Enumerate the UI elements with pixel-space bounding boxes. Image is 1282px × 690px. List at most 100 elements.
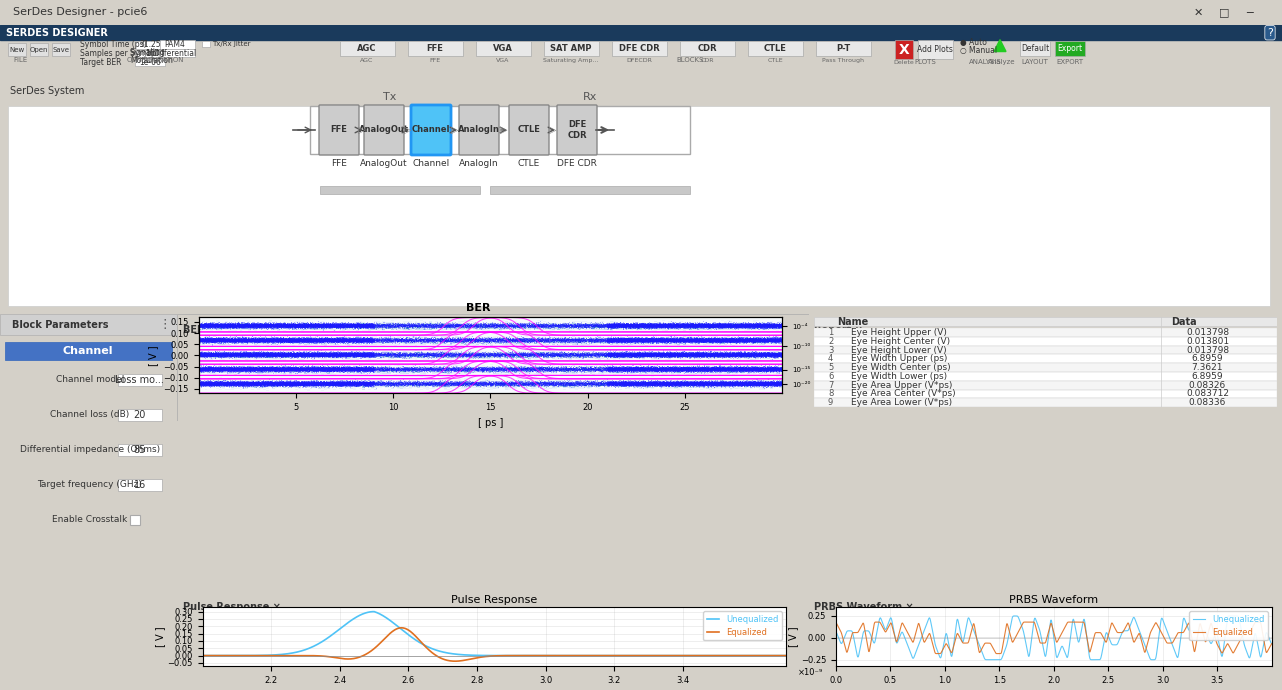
Title: PRBS Waveform: PRBS Waveform: [1009, 595, 1099, 605]
Bar: [29, 43, 47, 57]
Bar: [814, 381, 1277, 390]
Bar: [612, 41, 667, 57]
Bar: [320, 186, 479, 194]
Bar: [1020, 41, 1050, 57]
Text: EXPORT: EXPORT: [1056, 59, 1083, 66]
Text: BLOCKS: BLOCKS: [677, 57, 704, 63]
Text: Analyze: Analyze: [988, 59, 1015, 66]
Bar: [814, 328, 1277, 337]
Equalized: [453, 657, 468, 665]
Equalized: [651, 651, 667, 660]
Text: LAYOUT: LAYOUT: [1022, 59, 1049, 66]
Bar: [490, 106, 690, 154]
Text: Tx/Rx Jitter: Tx/Rx Jitter: [212, 41, 250, 47]
Y-axis label: [ V ]: [ V ]: [788, 627, 797, 647]
FancyBboxPatch shape: [459, 105, 499, 155]
Text: CTLE: CTLE: [518, 159, 540, 168]
Unequalized: [850, 653, 865, 661]
Bar: [544, 41, 599, 57]
Text: Eye Height Lower (V): Eye Height Lower (V): [851, 346, 946, 355]
Bar: [814, 390, 1277, 398]
Text: ● Auto: ● Auto: [960, 38, 987, 47]
Equalized: [254, 651, 269, 660]
FancyBboxPatch shape: [364, 105, 404, 155]
Line: Unequalized: Unequalized: [203, 611, 786, 656]
Text: CTLE: CTLE: [764, 44, 786, 53]
Text: Pass Through: Pass Through: [822, 58, 864, 63]
Text: AnalogIn: AnalogIn: [459, 159, 499, 168]
Unequalized: [453, 651, 468, 659]
Text: AGC: AGC: [358, 44, 377, 53]
Text: 6.8959: 6.8959: [1192, 372, 1223, 381]
FancyArrow shape: [994, 39, 1006, 52]
Bar: [814, 372, 1277, 381]
Text: ×10⁻⁹: ×10⁻⁹: [797, 668, 823, 677]
Text: Eye Width Lower (ps): Eye Width Lower (ps): [851, 372, 947, 381]
Text: 1e-06: 1e-06: [138, 58, 162, 67]
Bar: [814, 398, 1277, 407]
Equalized: [1172, 629, 1187, 637]
Bar: [814, 363, 1277, 372]
Text: AnalogOut: AnalogOut: [360, 159, 408, 168]
Text: DFE CDR: DFE CDR: [619, 44, 659, 53]
Text: 0.08326: 0.08326: [1188, 381, 1226, 390]
Bar: [118, 374, 162, 386]
Bar: [118, 479, 162, 491]
Unequalized: [431, 647, 446, 655]
Text: Delete: Delete: [894, 60, 914, 65]
Bar: [53, 43, 71, 57]
Text: 9: 9: [828, 398, 833, 407]
Text: BER ×: BER ×: [183, 325, 217, 335]
Text: 16: 16: [145, 49, 155, 58]
Text: DFE
CDR: DFE CDR: [567, 120, 587, 139]
Text: 0.013801: 0.013801: [1186, 337, 1229, 346]
Text: AGC: AGC: [360, 58, 373, 63]
Text: 16: 16: [133, 480, 146, 490]
Text: 20: 20: [133, 410, 146, 420]
Unequalized: [254, 651, 269, 660]
Text: Channel: Channel: [413, 159, 450, 168]
Text: ─: ─: [1246, 8, 1254, 17]
Bar: [5, 342, 172, 360]
Text: Add Plots: Add Plots: [917, 45, 953, 54]
Text: 5: 5: [828, 363, 833, 372]
Text: Loss mo...: Loss mo...: [115, 375, 164, 385]
Text: Pulse Response ×: Pulse Response ×: [183, 602, 281, 613]
Text: DFE CDR: DFE CDR: [558, 159, 597, 168]
Text: Differential: Differential: [154, 48, 196, 57]
Text: Channel loss (dB): Channel loss (dB): [50, 411, 129, 420]
Text: PLOTS: PLOTS: [914, 59, 936, 66]
Unequalized: [1029, 618, 1045, 626]
Bar: [135, 41, 165, 48]
Unequalized: [1041, 634, 1056, 642]
Equalized: [596, 651, 612, 660]
Text: VGA: VGA: [496, 58, 510, 63]
Unequalized: [1251, 649, 1267, 658]
Unequalized: [828, 628, 844, 636]
Text: FFE: FFE: [427, 44, 444, 53]
Bar: [814, 317, 1277, 326]
Text: SerDes Designer - pcie6: SerDes Designer - pcie6: [13, 8, 147, 17]
Equalized: [662, 651, 677, 660]
Equalized: [850, 628, 865, 636]
Bar: [918, 39, 953, 59]
Bar: [817, 41, 870, 57]
Equalized: [1251, 618, 1267, 627]
Bar: [135, 50, 165, 57]
Legend: Unequalized, Equalized: Unequalized, Equalized: [704, 611, 782, 640]
Equalized: [1029, 627, 1045, 635]
Text: Modulation: Modulation: [129, 56, 173, 65]
Text: 2: 2: [828, 337, 833, 346]
Unequalized: [979, 656, 995, 664]
Bar: [895, 39, 913, 59]
Text: AnalogOut: AnalogOut: [359, 126, 409, 135]
Text: Target BER: Target BER: [79, 58, 122, 67]
Unequalized: [195, 651, 210, 660]
Text: ▷: ▷: [358, 125, 365, 135]
Text: Export: Export: [1058, 44, 1082, 53]
Text: Eye Width Upper (ps): Eye Width Upper (ps): [851, 355, 947, 364]
Line: Unequalized: Unequalized: [836, 616, 1272, 660]
Text: Data: Data: [1172, 317, 1197, 327]
Equalized: [431, 653, 446, 661]
Text: Differential impedance (Ohms): Differential impedance (Ohms): [21, 446, 160, 455]
